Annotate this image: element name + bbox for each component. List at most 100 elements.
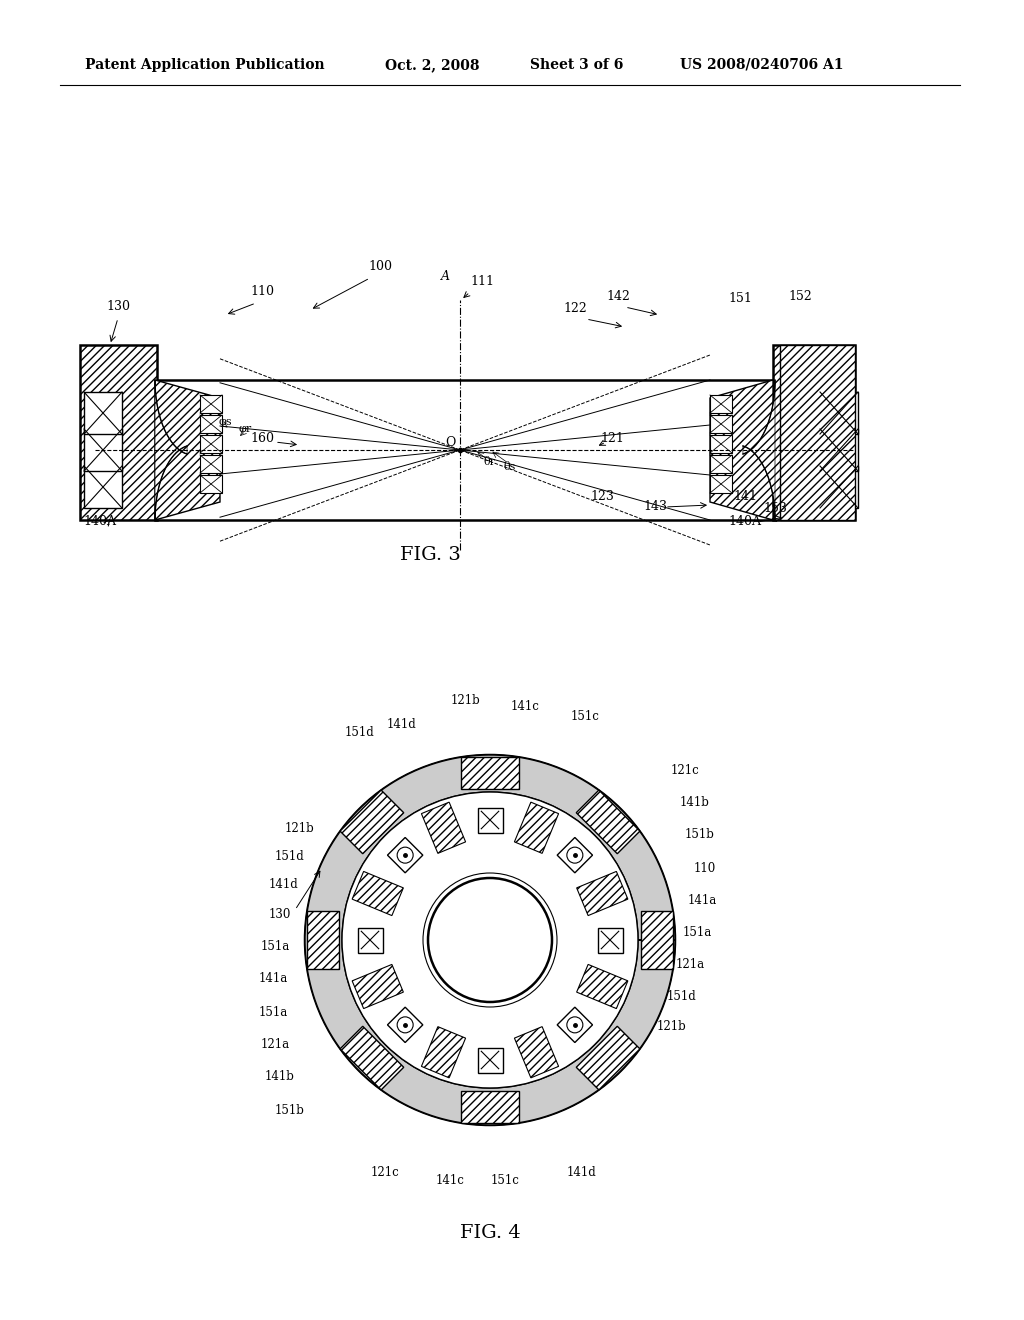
Polygon shape (307, 911, 339, 969)
Polygon shape (200, 475, 222, 492)
Polygon shape (461, 1092, 519, 1123)
Polygon shape (477, 808, 503, 833)
Polygon shape (357, 928, 383, 953)
Polygon shape (340, 1026, 403, 1090)
Polygon shape (820, 429, 858, 471)
Text: 141c: 141c (511, 701, 540, 714)
Polygon shape (200, 414, 222, 433)
Text: 141c: 141c (435, 1173, 465, 1187)
Text: 130: 130 (106, 300, 130, 313)
Polygon shape (340, 791, 403, 854)
Text: 111: 111 (470, 275, 494, 288)
Polygon shape (84, 392, 122, 434)
Text: 122: 122 (563, 302, 587, 315)
Text: θs: θs (504, 462, 516, 473)
Text: 143: 143 (643, 500, 667, 513)
Polygon shape (743, 380, 775, 520)
Polygon shape (200, 395, 222, 413)
Polygon shape (710, 414, 732, 433)
Text: 121a: 121a (260, 1039, 290, 1052)
Polygon shape (352, 965, 403, 1008)
Text: O: O (444, 436, 456, 449)
Polygon shape (780, 345, 855, 520)
Polygon shape (597, 928, 623, 953)
Polygon shape (305, 755, 675, 1125)
Circle shape (342, 792, 638, 1088)
Text: Sheet 3 of 6: Sheet 3 of 6 (530, 58, 624, 73)
Text: 151d: 151d (345, 726, 375, 739)
Text: 151a: 151a (258, 1006, 288, 1019)
Polygon shape (641, 911, 673, 969)
Text: 141b: 141b (680, 796, 710, 809)
Polygon shape (773, 345, 855, 520)
Text: 141a: 141a (687, 895, 717, 908)
Polygon shape (155, 380, 220, 520)
Text: 151: 151 (728, 292, 752, 305)
Polygon shape (557, 837, 593, 873)
Polygon shape (422, 803, 466, 853)
Text: 151d: 151d (667, 990, 697, 1003)
Text: 141: 141 (733, 490, 757, 503)
Text: Patent Application Publication: Patent Application Publication (85, 58, 325, 73)
Polygon shape (710, 395, 732, 413)
Polygon shape (84, 466, 122, 508)
Polygon shape (387, 837, 423, 873)
Text: 121: 121 (600, 432, 624, 445)
Text: 141d: 141d (567, 1167, 597, 1180)
Polygon shape (387, 1007, 423, 1043)
Text: φr: φr (239, 424, 252, 434)
Polygon shape (422, 1027, 466, 1078)
Text: 121b: 121b (657, 1020, 687, 1034)
Text: 121c: 121c (371, 1167, 399, 1180)
Text: FIG. 4: FIG. 4 (460, 1224, 520, 1242)
Text: φs: φs (218, 417, 231, 426)
Text: 142: 142 (606, 290, 630, 304)
Text: 151c: 151c (570, 710, 599, 723)
Text: 121a: 121a (676, 958, 705, 972)
Text: 141b: 141b (265, 1071, 295, 1084)
Text: 121b: 121b (285, 822, 314, 836)
Polygon shape (352, 871, 403, 916)
Text: 110: 110 (694, 862, 716, 874)
Polygon shape (577, 871, 628, 916)
Text: 140A: 140A (84, 515, 117, 528)
Polygon shape (84, 429, 122, 471)
Text: FIG. 3: FIG. 3 (399, 546, 461, 564)
Polygon shape (710, 380, 773, 520)
Polygon shape (461, 756, 519, 789)
Polygon shape (200, 455, 222, 473)
Text: 130: 130 (269, 908, 291, 921)
Polygon shape (200, 436, 222, 453)
Text: 140A: 140A (728, 515, 762, 528)
Text: 110: 110 (250, 285, 274, 298)
Polygon shape (710, 455, 732, 473)
Text: 153: 153 (763, 502, 786, 515)
Polygon shape (477, 1048, 503, 1072)
Text: 121c: 121c (671, 763, 699, 776)
Text: 141a: 141a (258, 973, 288, 986)
Text: 100: 100 (368, 260, 392, 273)
Text: 151b: 151b (275, 1104, 305, 1117)
Polygon shape (514, 803, 558, 853)
Text: 151d: 151d (275, 850, 305, 863)
Polygon shape (820, 466, 858, 508)
Text: 151c: 151c (490, 1173, 519, 1187)
Polygon shape (557, 1007, 593, 1043)
Text: 123: 123 (590, 490, 614, 503)
Text: 141d: 141d (268, 879, 298, 891)
Polygon shape (710, 475, 732, 492)
Text: 151a: 151a (260, 940, 290, 953)
Polygon shape (820, 392, 858, 434)
Text: US 2008/0240706 A1: US 2008/0240706 A1 (680, 58, 844, 73)
Polygon shape (577, 791, 640, 854)
Text: 151a: 151a (682, 927, 712, 940)
Polygon shape (155, 380, 187, 520)
Text: θr: θr (484, 457, 496, 467)
Text: 141d: 141d (387, 718, 417, 731)
Polygon shape (514, 1027, 558, 1078)
Polygon shape (577, 965, 628, 1008)
Polygon shape (577, 1026, 640, 1090)
Text: 121b: 121b (451, 693, 480, 706)
Polygon shape (710, 436, 732, 453)
Text: 160: 160 (250, 432, 274, 445)
